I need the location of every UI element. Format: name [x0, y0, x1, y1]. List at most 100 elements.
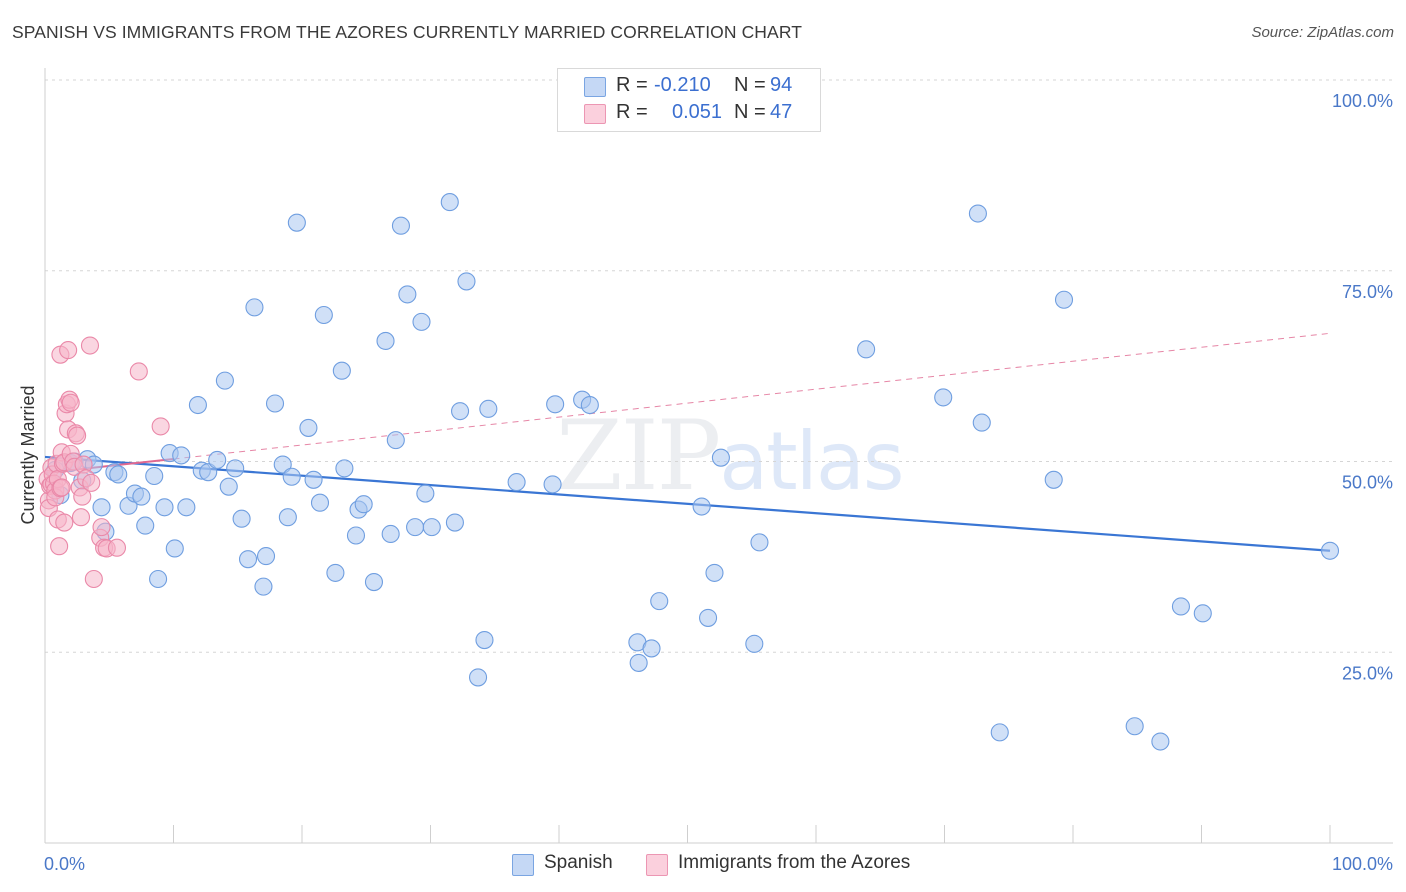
- point-azores: [55, 513, 74, 532]
- point-spanish: [705, 563, 724, 582]
- trend-line-spanish: [44, 455, 1331, 552]
- point-spanish: [326, 563, 345, 582]
- legend-n-value: 94: [770, 74, 793, 96]
- point-spanish: [188, 395, 207, 415]
- point-spanish: [711, 448, 730, 467]
- point-spanish: [406, 518, 425, 537]
- legend-n-label: N =: [734, 74, 766, 96]
- point-spanish: [440, 193, 459, 212]
- axes: [44, 68, 1393, 844]
- point-spanish: [445, 513, 464, 532]
- point-spanish: [475, 630, 494, 650]
- point-spanish: [273, 455, 292, 474]
- point-spanish: [282, 467, 301, 486]
- point-spanish: [543, 475, 562, 494]
- y-tick-label: 75.0%: [1342, 282, 1393, 302]
- point-spanish: [750, 533, 769, 552]
- point-spanish: [149, 569, 168, 589]
- point-spanish: [422, 518, 441, 537]
- point-spanish: [934, 388, 953, 407]
- point-azores: [52, 478, 71, 497]
- point-spanish: [629, 653, 648, 672]
- legend-r-value: 0.051: [672, 101, 723, 123]
- point-spanish: [278, 508, 297, 527]
- point-azores: [68, 426, 87, 445]
- watermark-zip: ZIP: [556, 400, 721, 512]
- point-spanish: [265, 394, 285, 413]
- point-spanish: [1044, 470, 1063, 489]
- point-spanish: [1125, 717, 1144, 736]
- point-spanish: [1171, 597, 1190, 616]
- series-label-azores: Immigrants from the Azores: [678, 852, 911, 873]
- point-azores: [92, 518, 111, 537]
- point-spanish: [468, 668, 488, 687]
- point-spanish: [254, 577, 273, 596]
- point-spanish: [208, 450, 227, 470]
- point-spanish: [1151, 732, 1170, 751]
- point-azores: [73, 487, 92, 506]
- point-azores: [129, 362, 148, 381]
- point-spanish: [416, 484, 435, 503]
- legend-n-value: 47: [770, 101, 793, 123]
- point-azores: [50, 537, 69, 556]
- series-legend: Spanish Immigrants from the Azores: [0, 852, 1406, 880]
- point-spanish: [546, 395, 565, 414]
- correlation-legend: R = -0.210 N = 94 R = 0.051 N = 47: [557, 68, 821, 132]
- point-spanish: [155, 498, 174, 517]
- point-spanish: [346, 526, 366, 545]
- y-tick-label: 100.0%: [1332, 91, 1393, 111]
- point-azores: [82, 473, 101, 492]
- point-azores: [107, 538, 127, 557]
- point-spanish: [398, 285, 417, 304]
- point-spanish: [364, 573, 384, 592]
- point-spanish: [1320, 541, 1340, 560]
- point-spanish: [304, 470, 323, 489]
- point-azores: [71, 508, 91, 527]
- point-spanish: [245, 298, 264, 317]
- x-tick-label: 0.0%: [44, 854, 85, 874]
- point-spanish: [650, 592, 669, 611]
- point-spanish: [310, 493, 330, 512]
- point-spanish: [287, 213, 306, 232]
- point-spanish: [1193, 604, 1212, 623]
- point-spanish: [972, 413, 991, 432]
- point-azores: [80, 336, 100, 355]
- point-spanish: [580, 395, 599, 415]
- source-label: Source: ZipAtlas.com: [1251, 24, 1394, 41]
- legend-r-label: R =: [616, 101, 648, 123]
- point-azores: [151, 417, 170, 436]
- point-spanish: [92, 498, 111, 517]
- point-spanish: [219, 477, 238, 496]
- y-tick-label: 25.0%: [1342, 663, 1393, 683]
- x-tick-label: 100.0%: [1332, 854, 1393, 874]
- point-spanish: [232, 509, 251, 528]
- point-spanish: [381, 524, 400, 544]
- point-spanish: [1054, 290, 1074, 309]
- legend-swatch-azores: [584, 104, 606, 124]
- legend-r-label: R =: [616, 74, 648, 96]
- tick-labels: 25.0% 50.0% 75.0% 100.0% 0.0% 100.0%: [44, 91, 1393, 874]
- y-tick-label: 50.0%: [1342, 473, 1393, 493]
- series-label-spanish: Spanish: [544, 852, 613, 873]
- point-spanish: [968, 204, 987, 223]
- point-spanish: [238, 550, 258, 569]
- point-spanish: [132, 487, 151, 506]
- trend-line-azores-extension: [173, 332, 1331, 460]
- legend-swatch-spanish: [584, 77, 606, 97]
- point-spanish: [857, 340, 876, 359]
- series-swatch-spanish: [512, 854, 534, 876]
- point-spanish: [412, 312, 431, 331]
- chart-title: SPANISH VS IMMIGRANTS FROM THE AZORES CU…: [12, 22, 803, 42]
- point-azores: [59, 341, 78, 360]
- point-spanish: [457, 272, 476, 291]
- point-spanish: [642, 639, 661, 658]
- point-spanish: [376, 331, 395, 350]
- point-spanish: [990, 723, 1009, 742]
- point-spanish: [391, 216, 410, 235]
- point-spanish: [299, 418, 318, 437]
- point-spanish: [332, 361, 351, 380]
- point-spanish: [256, 547, 276, 566]
- y-axis-title: Currently Married: [18, 385, 38, 524]
- point-spanish: [226, 459, 245, 478]
- point-spanish: [354, 495, 373, 514]
